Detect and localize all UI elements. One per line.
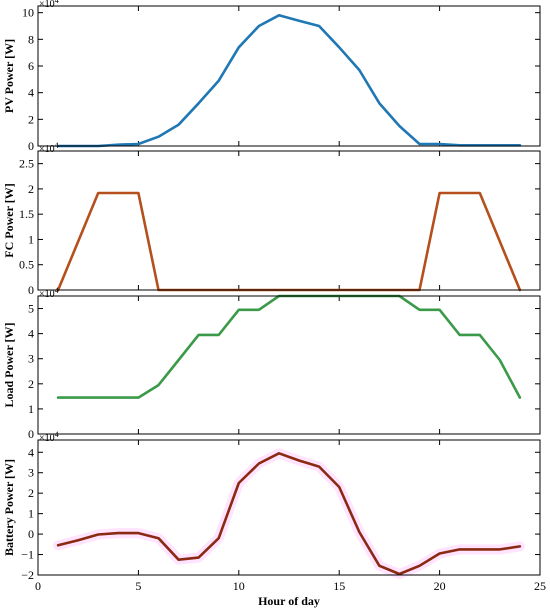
axes-frame	[37, 439, 541, 576]
y-tick-label: 4	[28, 86, 34, 100]
y-tick-label: 2	[28, 486, 34, 500]
x-tick-label: 20	[434, 579, 446, 593]
y-multiplier-base: ×10	[39, 289, 55, 300]
series-line	[56, 294, 522, 399]
y-axis-label: Load Power [W]	[2, 322, 16, 407]
y-tick-label: 2	[28, 377, 34, 391]
y-tick-label: 2.5	[19, 157, 34, 171]
y-tick-label: 0	[28, 139, 34, 153]
y-tick-label: 3	[28, 466, 34, 480]
y-tick-label: −2	[21, 568, 34, 582]
x-tick-label: 25	[534, 579, 546, 593]
y-multiplier-base: ×10	[39, 0, 55, 10]
y-tick-label: −1	[21, 548, 34, 562]
y-multiplier-label: ×104	[39, 0, 59, 10]
y-tick-label: 0	[28, 527, 34, 541]
y-tick-label: 2	[28, 112, 34, 126]
y-tick-label: 0	[28, 283, 34, 297]
x-axis-label: Hour of day	[258, 594, 320, 608]
axes-frame	[37, 5, 541, 147]
y-tick-label: 1.5	[19, 207, 34, 221]
axes-frame	[37, 150, 541, 291]
y-multiplier-exponent: 4	[55, 0, 59, 5]
axes-frame	[37, 295, 541, 435]
y-tick-label: 1	[28, 402, 34, 416]
y-tick-label: 1	[28, 507, 34, 521]
y-tick-label: 4	[28, 445, 34, 459]
y-multiplier-exponent: 4	[55, 286, 59, 295]
series-line-halo	[53, 448, 525, 579]
y-axis-label: PV Power [W]	[2, 39, 16, 113]
y-multiplier-exponent: 4	[55, 430, 59, 439]
x-tick-label: 15	[333, 579, 345, 593]
y-tick-label: 6	[28, 59, 34, 73]
y-tick-label: 3	[28, 352, 34, 366]
series-line	[56, 191, 522, 292]
y-tick-label: 1	[28, 232, 34, 246]
y-multiplier-label: ×104	[39, 430, 59, 444]
y-tick-label: 2	[28, 182, 34, 196]
x-tick-label: 5	[135, 579, 141, 593]
y-tick-label: 0.5	[19, 258, 34, 272]
series-line	[56, 14, 522, 148]
y-tick-label: 0	[28, 427, 34, 441]
y-tick-label: 10	[22, 6, 34, 20]
y-multiplier-base: ×10	[39, 433, 55, 444]
y-tick-label: 8	[28, 32, 34, 46]
y-multiplier-exponent: 4	[55, 141, 59, 150]
x-tick-label: 10	[233, 579, 245, 593]
y-tick-label: 5	[28, 302, 34, 316]
y-multiplier-base: ×10	[39, 144, 55, 155]
y-tick-label: 4	[28, 327, 34, 341]
y-multiplier-label: ×104	[39, 286, 59, 300]
y-multiplier-label: ×104	[39, 141, 59, 155]
y-axis-label: Battery Power [W]	[2, 459, 16, 556]
y-axis-label: FC Power [W]	[2, 183, 16, 257]
x-tick-label: 0	[35, 579, 41, 593]
series-line	[56, 451, 522, 576]
